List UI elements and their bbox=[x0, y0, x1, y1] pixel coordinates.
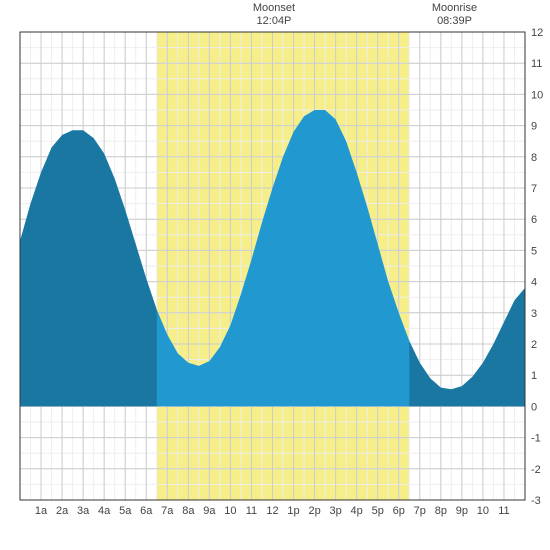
svg-text:3: 3 bbox=[531, 308, 537, 320]
moonrise-annotation: Moonrise 08:39P bbox=[425, 2, 485, 28]
svg-text:4p: 4p bbox=[351, 505, 363, 517]
svg-text:-2: -2 bbox=[531, 464, 541, 476]
svg-text:10: 10 bbox=[477, 505, 489, 517]
tide-chart: 1a2a3a4a5a6a7a8a9a1011121p2p3p4p5p6p7p8p… bbox=[0, 0, 550, 550]
svg-text:7a: 7a bbox=[161, 505, 174, 517]
svg-text:5p: 5p bbox=[372, 505, 384, 517]
svg-text:10: 10 bbox=[224, 505, 236, 517]
svg-text:3p: 3p bbox=[330, 505, 342, 517]
moonrise-label: Moonrise bbox=[425, 2, 485, 15]
svg-text:4a: 4a bbox=[98, 505, 111, 517]
svg-text:2: 2 bbox=[531, 339, 537, 351]
svg-text:11: 11 bbox=[531, 58, 542, 70]
svg-text:12: 12 bbox=[266, 505, 278, 517]
svg-text:-1: -1 bbox=[531, 433, 541, 445]
svg-text:8p: 8p bbox=[435, 505, 447, 517]
svg-text:10: 10 bbox=[531, 89, 543, 101]
svg-text:6a: 6a bbox=[140, 505, 153, 517]
svg-text:9a: 9a bbox=[203, 505, 216, 517]
svg-text:7: 7 bbox=[531, 183, 537, 195]
moonrise-time: 08:39P bbox=[425, 15, 485, 28]
svg-text:4: 4 bbox=[531, 277, 537, 289]
svg-text:6: 6 bbox=[531, 214, 537, 226]
svg-text:5: 5 bbox=[531, 245, 537, 257]
tide-chart-svg: 1a2a3a4a5a6a7a8a9a1011121p2p3p4p5p6p7p8p… bbox=[0, 0, 550, 550]
svg-text:1a: 1a bbox=[35, 505, 48, 517]
moonset-annotation: Moonset 12:04P bbox=[244, 2, 304, 28]
svg-text:9p: 9p bbox=[456, 505, 468, 517]
svg-text:8a: 8a bbox=[182, 505, 195, 517]
svg-text:11: 11 bbox=[246, 505, 257, 517]
svg-text:11: 11 bbox=[498, 505, 509, 517]
svg-text:-3: -3 bbox=[531, 495, 541, 507]
svg-text:3a: 3a bbox=[77, 505, 90, 517]
svg-text:8: 8 bbox=[531, 152, 537, 164]
svg-text:6p: 6p bbox=[393, 505, 405, 517]
svg-text:12: 12 bbox=[531, 27, 543, 39]
svg-text:1: 1 bbox=[531, 370, 537, 382]
svg-text:7p: 7p bbox=[414, 505, 426, 517]
moonset-label: Moonset bbox=[244, 2, 304, 15]
moonset-time: 12:04P bbox=[244, 15, 304, 28]
svg-text:1p: 1p bbox=[287, 505, 299, 517]
svg-text:0: 0 bbox=[531, 401, 537, 413]
svg-text:9: 9 bbox=[531, 121, 537, 133]
svg-text:2p: 2p bbox=[308, 505, 320, 517]
svg-text:5a: 5a bbox=[119, 505, 132, 517]
svg-text:2a: 2a bbox=[56, 505, 69, 517]
